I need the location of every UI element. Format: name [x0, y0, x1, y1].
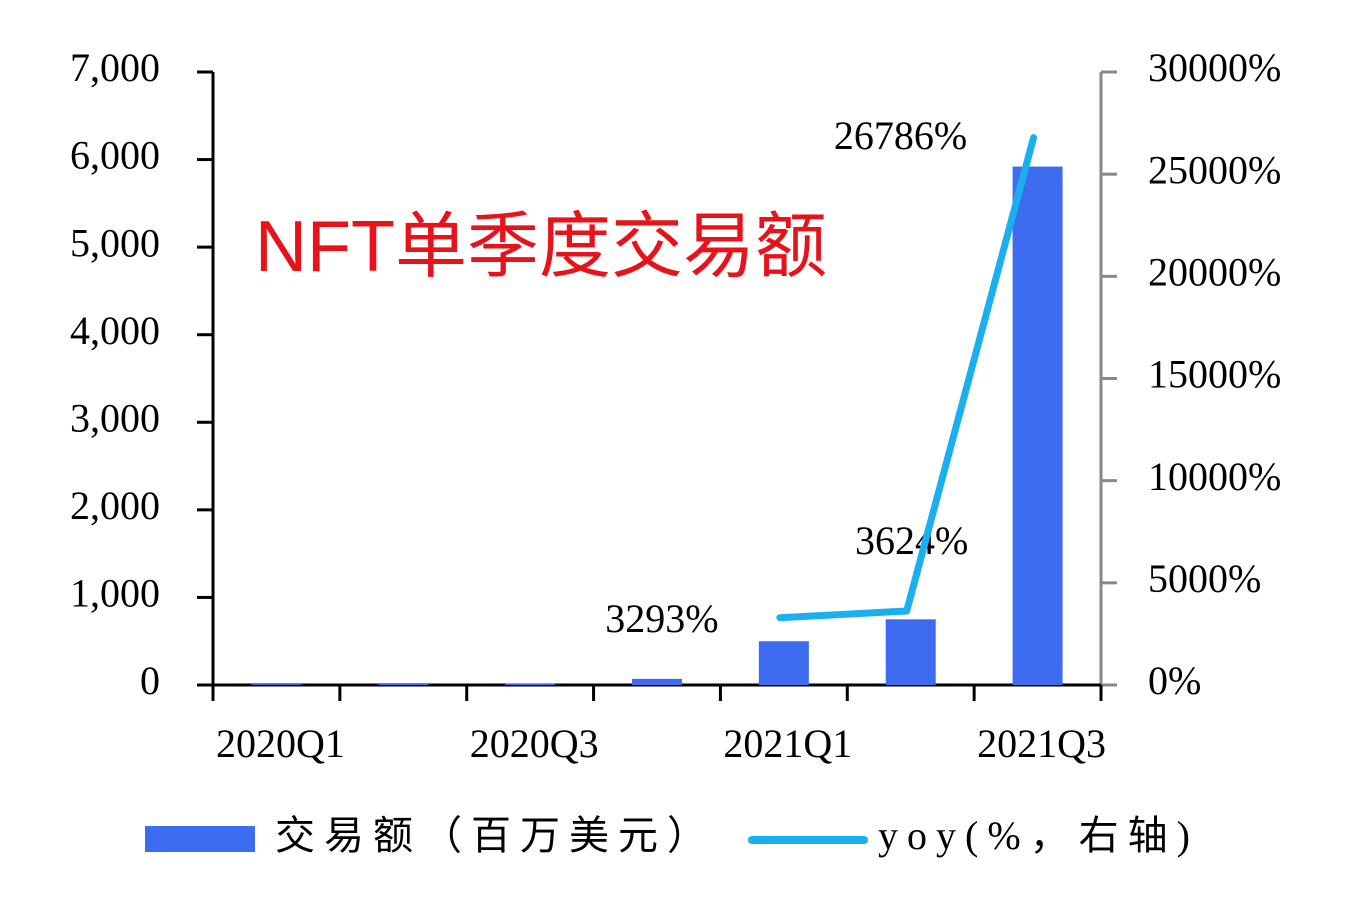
y-tick-label: 0 [140, 658, 160, 703]
bar [1012, 166, 1063, 685]
y-tick-label: 7,000 [70, 45, 160, 90]
bar [505, 683, 556, 685]
y2-tick-label: 0% [1148, 658, 1201, 703]
legend-label: 交易额（百万美元） [275, 813, 716, 858]
x-tick-label: 2020Q3 [470, 721, 599, 766]
data-label: 3293% [605, 596, 718, 641]
chart-title: NFT单季度交易额 [255, 207, 827, 287]
y-tick-label: 4,000 [70, 308, 160, 353]
y-tick-label: 1,000 [70, 571, 160, 616]
y2-tick-label: 10000% [1148, 454, 1281, 499]
bar [758, 641, 809, 685]
bar [378, 683, 429, 685]
bar [885, 619, 936, 685]
y2-tick-label: 30000% [1148, 45, 1281, 90]
y-tick-label: 5,000 [70, 220, 160, 265]
bar [632, 678, 682, 685]
x-tick-label: 2020Q1 [216, 721, 345, 766]
y2-tick-label: 15000% [1148, 352, 1281, 397]
y-tick-label: 3,000 [70, 395, 160, 440]
bar [251, 684, 302, 685]
legend-swatch [145, 826, 255, 852]
data-label: 3624% [855, 518, 968, 563]
y-tick-label: 2,000 [70, 483, 160, 528]
legend-label: yoy(%，右轴) [878, 813, 1199, 858]
y2-tick-label: 25000% [1148, 147, 1281, 192]
x-tick-label: 2021Q3 [977, 721, 1106, 766]
y2-tick-label: 5000% [1148, 556, 1261, 601]
x-tick-label: 2021Q1 [723, 721, 852, 766]
y2-tick-label: 20000% [1148, 250, 1281, 295]
y-tick-label: 6,000 [70, 133, 160, 178]
data-label: 26786% [834, 113, 967, 158]
line [776, 134, 1038, 622]
